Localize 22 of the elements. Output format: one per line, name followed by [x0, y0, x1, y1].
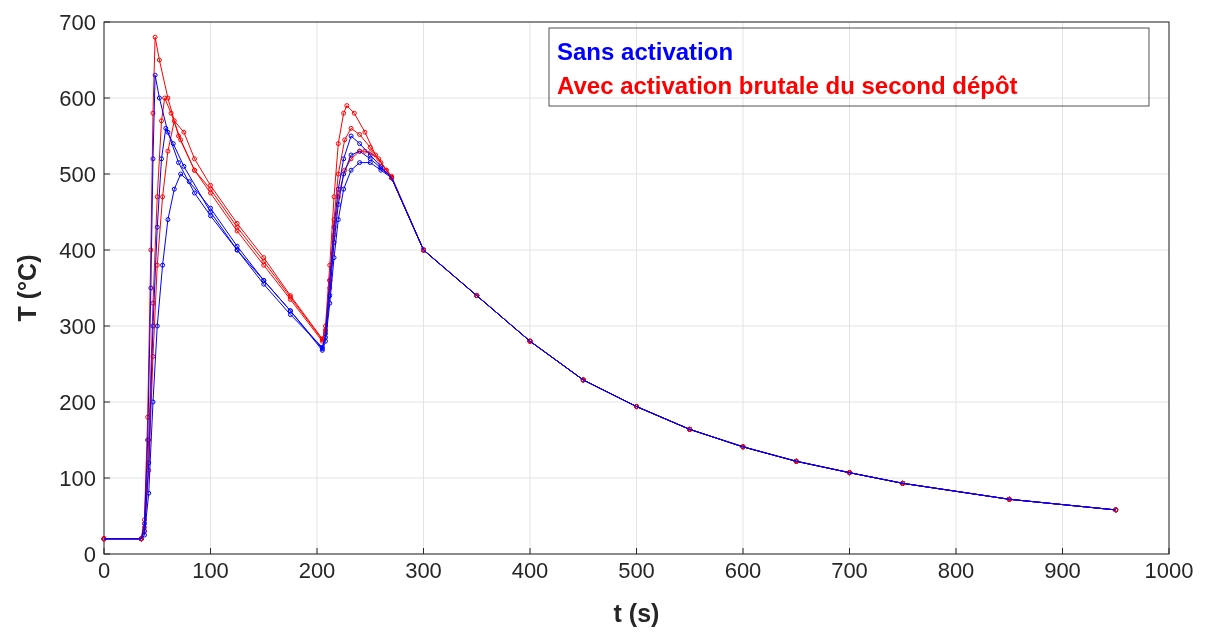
x-tick-label: 100: [192, 558, 229, 583]
y-tick-label: 400: [59, 238, 96, 263]
x-tick-label: 300: [405, 558, 442, 583]
text: Sans activation: [557, 38, 734, 65]
y-tick-label: 200: [59, 390, 96, 415]
y-tick-label: 600: [59, 86, 96, 111]
y-tick-label: 300: [59, 314, 96, 339]
x-tick-label: 200: [298, 558, 336, 583]
y-axis-title: T (°C): [13, 254, 41, 322]
y-tick-label: 100: [59, 466, 96, 491]
x-tick-label: 1000: [1144, 558, 1194, 583]
x-tick-label: 400: [511, 558, 549, 583]
x-tick-label: 700: [831, 558, 868, 583]
text: Avec activation brutale du second dépôt: [557, 72, 1018, 99]
x-tick-label: 900: [1044, 558, 1081, 583]
x-axis-title: t (s): [613, 599, 660, 627]
y-tick-label: 700: [59, 10, 96, 35]
y-tick-label: 500: [59, 162, 96, 187]
x-tick-label: 600: [724, 558, 762, 583]
x-tick-label: 500: [618, 558, 655, 583]
x-tick-label: 800: [937, 558, 975, 583]
y-tick-label: 0: [83, 542, 96, 567]
